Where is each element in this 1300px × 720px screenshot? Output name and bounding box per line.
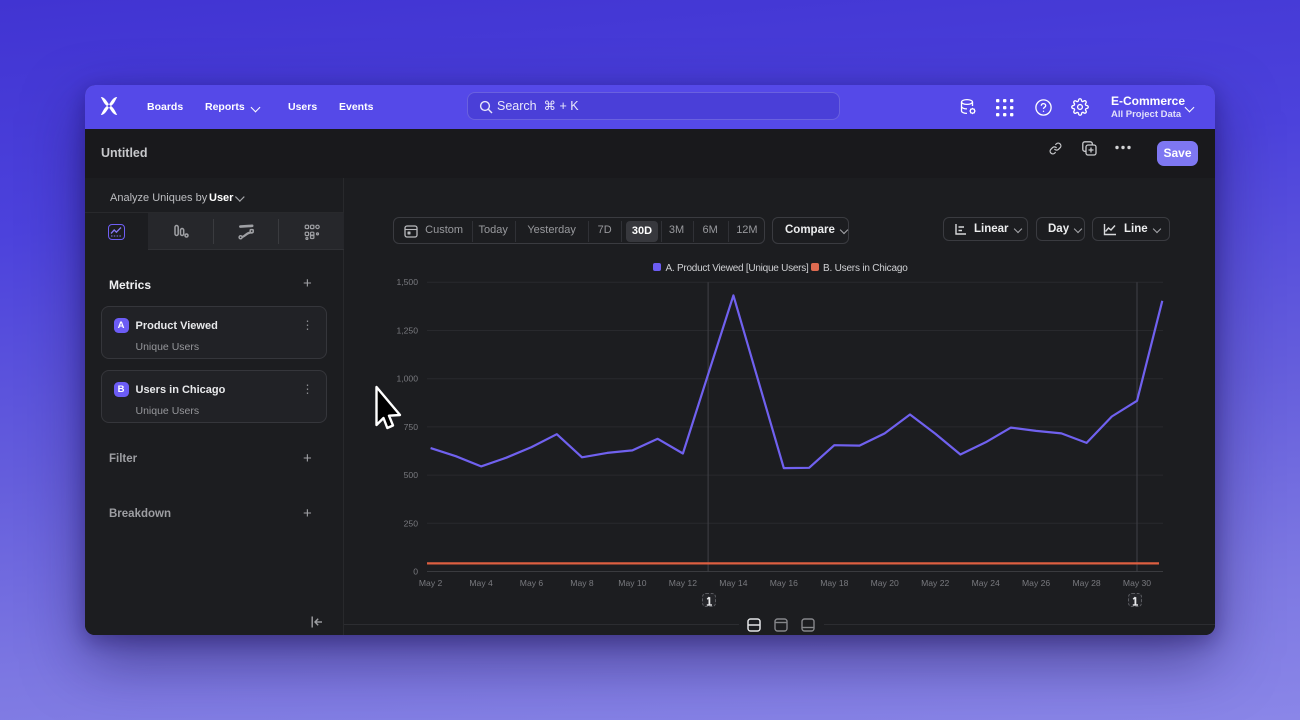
svg-text:1,000: 1,000 <box>396 374 418 384</box>
svg-text:1,500: 1,500 <box>396 277 418 287</box>
svg-text:750: 750 <box>404 422 419 432</box>
svg-text:May 14: May 14 <box>719 578 747 588</box>
svg-text:0: 0 <box>413 567 418 577</box>
svg-text:500: 500 <box>404 470 419 480</box>
svg-text:May 20: May 20 <box>871 578 899 588</box>
svg-text:May 30: May 30 <box>1123 578 1151 588</box>
svg-text:May 26: May 26 <box>1022 578 1050 588</box>
svg-text:May 22: May 22 <box>921 578 949 588</box>
svg-text:May 2: May 2 <box>419 578 443 588</box>
svg-text:May 6: May 6 <box>520 578 544 588</box>
svg-text:May 8: May 8 <box>570 578 594 588</box>
svg-text:May 16: May 16 <box>770 578 798 588</box>
svg-text:May 4: May 4 <box>469 578 493 588</box>
svg-text:May 18: May 18 <box>820 578 848 588</box>
svg-text:May 12: May 12 <box>669 578 697 588</box>
svg-text:May 10: May 10 <box>618 578 646 588</box>
svg-text:May 28: May 28 <box>1073 578 1101 588</box>
svg-text:1,250: 1,250 <box>396 326 418 336</box>
svg-text:May 24: May 24 <box>972 578 1000 588</box>
svg-text:250: 250 <box>404 518 419 528</box>
